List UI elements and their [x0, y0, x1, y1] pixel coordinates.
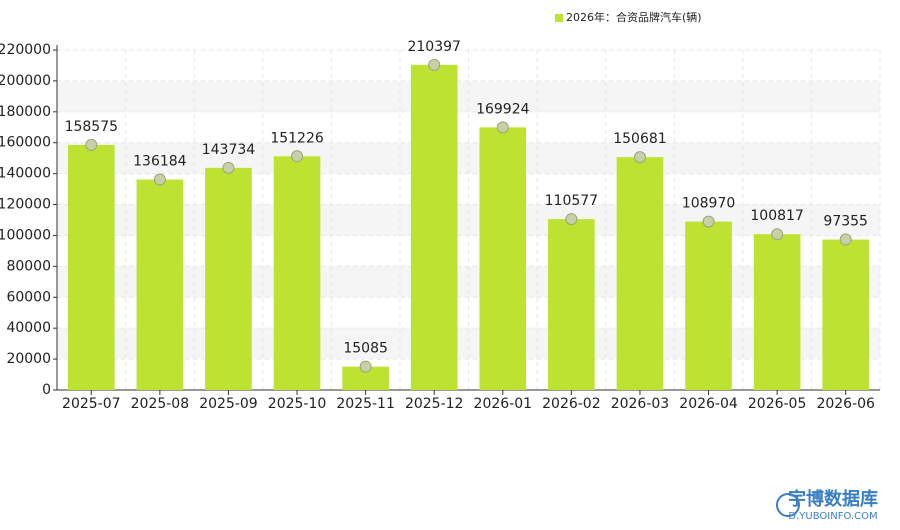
y-tick-label: 80000: [6, 258, 51, 274]
bar-marker: [839, 233, 852, 246]
x-tick-label: 2025-10: [268, 396, 327, 412]
watermark-logo: [776, 493, 800, 517]
value-label: 136184: [133, 154, 187, 170]
y-tick-label: 220000: [0, 42, 51, 58]
legend-swatch: [555, 14, 563, 22]
bar: [410, 64, 458, 390]
bar: [136, 179, 184, 390]
value-label: 108970: [682, 196, 735, 212]
x-tick-label: 2025-12: [405, 396, 464, 412]
bar-marker: [428, 58, 441, 71]
value-label: 15085: [343, 341, 388, 357]
watermark-name: 宇博数据库: [788, 488, 878, 510]
x-tick-label: 2026-01: [474, 396, 533, 412]
x-tick-label: 2026-02: [542, 396, 601, 412]
bar: [205, 167, 252, 390]
value-label: 100817: [750, 208, 803, 224]
value-label: 210397: [407, 39, 460, 55]
value-label: 151226: [270, 130, 324, 146]
bar: [616, 157, 664, 390]
bar-marker: [291, 150, 304, 163]
y-tick-label: 160000: [0, 135, 51, 151]
plot-background: [56, 49, 881, 391]
y-tick-label: 40000: [6, 320, 51, 336]
bar-marker: [702, 215, 715, 228]
y-tick-label: 0: [42, 382, 51, 398]
x-tick-label: 2025-09: [199, 396, 258, 412]
bar: [685, 221, 732, 390]
x-tick-label: 2026-04: [679, 396, 738, 412]
value-label: 110577: [545, 193, 598, 209]
bar-marker: [565, 213, 578, 226]
x-tick-label: 2025-07: [62, 396, 121, 412]
x-tick-label: 2026-05: [748, 396, 807, 412]
bar: [548, 219, 595, 390]
x-tick-label: 2025-11: [336, 396, 395, 412]
x-tick-label: 2026-03: [611, 396, 670, 412]
bar: [822, 239, 870, 390]
bar-marker: [771, 228, 784, 241]
x-tick-label: 2025-08: [131, 396, 190, 412]
bar-marker: [153, 173, 166, 186]
value-label: 169924: [476, 101, 530, 117]
y-tick-label: 120000: [0, 197, 51, 213]
value-label: 150681: [613, 131, 666, 147]
bar-marker: [633, 151, 646, 164]
y-tick-label: 140000: [0, 166, 51, 182]
value-label: 143734: [202, 142, 256, 158]
bar-marker: [359, 360, 372, 373]
y-tick-label: 60000: [6, 289, 51, 305]
legend-label[interactable]: 2026年：合资品牌汽车(辆): [566, 10, 702, 24]
bar: [479, 127, 527, 390]
y-tick-label: 100000: [0, 227, 51, 243]
bar: [753, 234, 801, 390]
bar: [273, 156, 321, 390]
bar: [342, 366, 389, 390]
y-tick-label: 180000: [0, 104, 51, 120]
value-label: 97355: [823, 214, 868, 230]
watermark-url: D.YUBOINFO.COM: [788, 511, 877, 522]
value-label: 158575: [65, 119, 118, 135]
bar: [67, 144, 115, 390]
bar-marker: [222, 161, 235, 174]
y-tick-label: 200000: [0, 73, 51, 89]
x-tick-label: 2026-06: [816, 396, 875, 412]
bar-marker: [85, 138, 98, 151]
bar-marker: [496, 121, 509, 134]
y-tick-label: 20000: [6, 351, 51, 367]
